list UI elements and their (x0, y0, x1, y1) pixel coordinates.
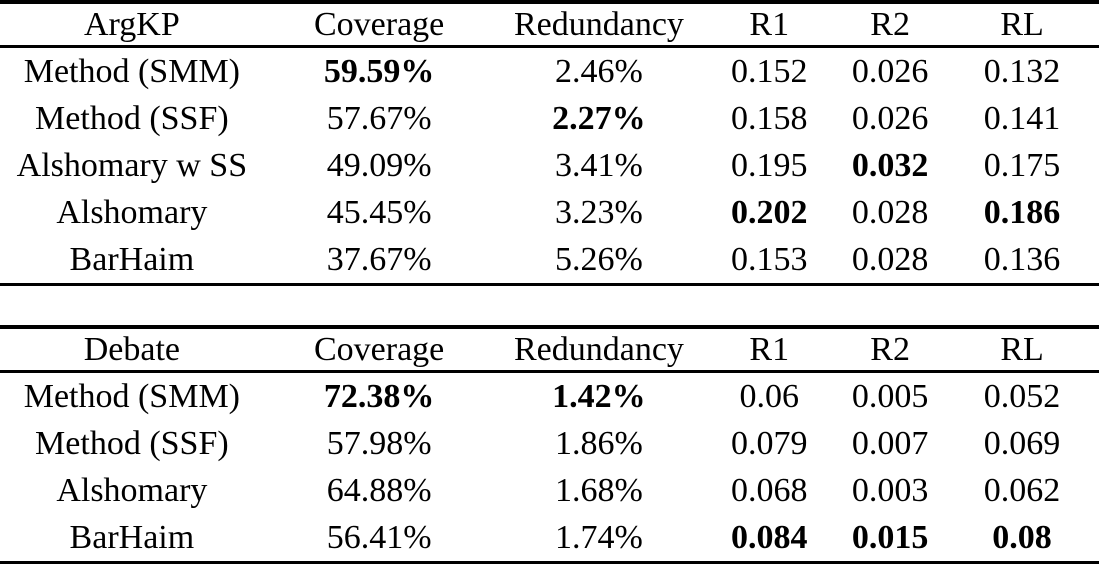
value-cell: 0.003 (851, 471, 929, 509)
row-label: Alshomary w SS (16, 146, 248, 184)
value-cell: 45.45% (326, 193, 432, 231)
argkp-header-row: ArgKP Coverage Redundancy R1 R2 RL (0, 2, 1099, 47)
value-cell: 0.136 (983, 240, 1061, 278)
row-label: BarHaim (69, 240, 195, 278)
value-cell: 0.195 (731, 146, 808, 184)
column-header: Redundancy (513, 5, 684, 43)
column-header: R1 (749, 5, 790, 43)
dataset-title-header: ArgKP (84, 5, 180, 43)
row-label: Method (SSF) (35, 424, 229, 462)
column-header: R1 (749, 330, 790, 368)
row-label: Method (SMM) (23, 377, 241, 415)
value-cell: 56.41% (326, 518, 432, 556)
table-row: Method (SSF) 57.67% 2.27% 0.158 0.026 0.141 (0, 95, 1099, 142)
argkp-table-body: Method (SMM) 59.59% 2.46% 0.152 0.026 0.132 Me… (0, 47, 1099, 285)
table-row: Alshomary 64.88% 1.68% 0.068 0.003 0.062 (0, 467, 1099, 514)
value-cell: 72.38% (323, 377, 435, 415)
debate-header-row: Debate Coverage Redundancy R1 R2 RL (0, 327, 1099, 372)
column-header: R2 (870, 5, 910, 43)
value-cell: 57.98% (326, 424, 432, 462)
value-cell: 0.141 (983, 99, 1061, 137)
value-cell: 0.005 (851, 377, 929, 415)
row-label: BarHaim (69, 518, 195, 556)
value-cell: 1.68% (555, 471, 643, 509)
value-cell: 59.59% (323, 52, 435, 90)
table-row: Method (SMM) 59.59% 2.46% 0.152 0.026 0.132 (0, 47, 1099, 96)
column-header: Coverage (314, 330, 445, 368)
table-row: Alshomary w SS 49.09% 3.41% 0.195 0.032 0.175 (0, 142, 1099, 189)
value-cell: 2.46% (555, 52, 643, 90)
value-cell: 0.032 (851, 146, 929, 184)
value-cell: 0.06 (739, 377, 800, 415)
column-header: RL (1000, 5, 1044, 43)
value-cell: 1.74% (555, 518, 643, 556)
table-row: Method (SSF) 57.98% 1.86% 0.079 0.007 0.069 (0, 420, 1099, 467)
value-cell: 0.079 (731, 424, 808, 462)
argkp-results-table: ArgKP Coverage Redundancy R1 R2 RL Method (SM… (0, 0, 1099, 286)
value-cell: 0.158 (731, 99, 808, 137)
row-label: Method (SMM) (23, 52, 241, 90)
value-cell: 0.015 (851, 518, 929, 556)
value-cell: 0.084 (731, 518, 808, 556)
column-header: R2 (870, 330, 910, 368)
value-cell: 0.026 (851, 52, 929, 90)
column-header: Redundancy (513, 330, 684, 368)
value-cell: 3.23% (555, 193, 643, 231)
row-label: Alshomary (56, 193, 208, 231)
value-cell: 0.152 (731, 52, 808, 90)
value-cell: 0.069 (983, 424, 1061, 462)
value-cell: 57.67% (326, 99, 432, 137)
value-cell: 0.202 (731, 193, 808, 231)
value-cell: 0.062 (983, 471, 1061, 509)
value-cell: 0.08 (992, 518, 1052, 556)
table-row: Alshomary 45.45% 3.23% 0.202 0.028 0.186 (0, 189, 1099, 236)
value-cell: 0.153 (731, 240, 808, 278)
value-cell: 0.026 (851, 99, 929, 137)
value-cell: 64.88% (326, 471, 432, 509)
row-label: Method (SSF) (35, 99, 229, 137)
table-row: BarHaim 37.67% 5.26% 0.153 0.028 0.136 (0, 236, 1099, 285)
value-cell: 0.186 (983, 193, 1061, 231)
value-cell: 0.028 (851, 240, 929, 278)
value-cell: 0.052 (983, 377, 1061, 415)
value-cell: 0.007 (851, 424, 929, 462)
value-cell: 37.67% (326, 240, 432, 278)
table-row: BarHaim 56.41% 1.74% 0.084 0.015 0.08 (0, 514, 1099, 563)
column-header: Coverage (314, 5, 445, 43)
column-header: RL (1000, 330, 1044, 368)
debate-table-body: Method (SMM) 72.38% 1.42% 0.06 0.005 0.052 Met… (0, 372, 1099, 563)
table-row: Method (SMM) 72.38% 1.42% 0.06 0.005 0.052 (0, 372, 1099, 421)
value-cell: 0.068 (731, 471, 808, 509)
dataset-title-header: Debate (83, 330, 181, 368)
value-cell: 5.26% (555, 240, 643, 278)
row-label: Alshomary (56, 471, 208, 509)
value-cell: 2.27% (552, 99, 646, 137)
value-cell: 3.41% (555, 146, 643, 184)
value-cell: 1.86% (555, 424, 643, 462)
value-cell: 1.42% (552, 377, 646, 415)
value-cell: 0.028 (851, 193, 929, 231)
value-cell: 0.132 (983, 52, 1061, 90)
value-cell: 0.175 (983, 146, 1061, 184)
debate-results-table: Debate Coverage Redundancy R1 R2 RL Method (S… (0, 325, 1099, 564)
value-cell: 49.09% (326, 146, 432, 184)
